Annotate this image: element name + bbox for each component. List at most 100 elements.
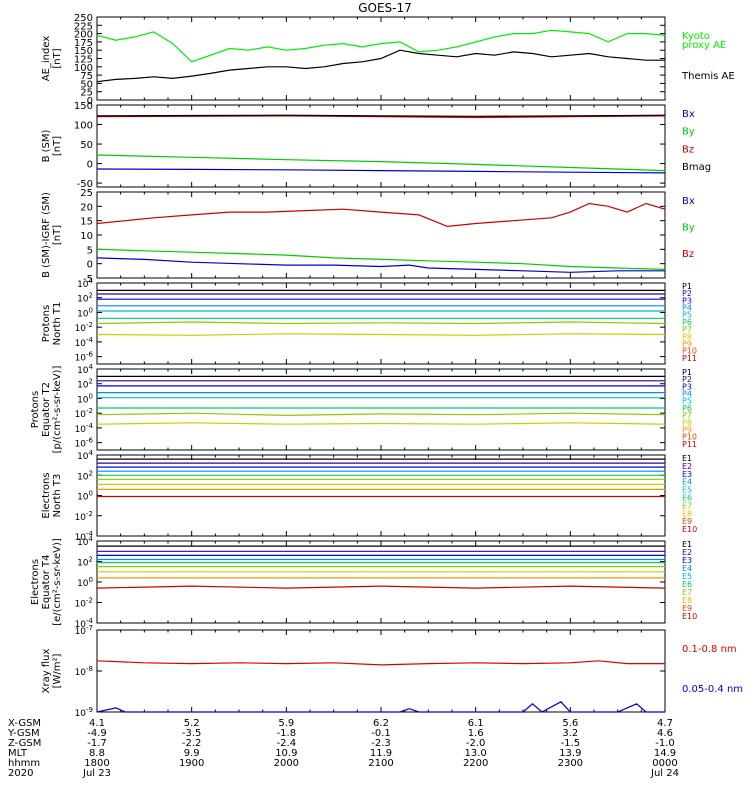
y-axis-label: Equator T2 — [41, 382, 52, 437]
y-tick-exponent: -4 — [86, 530, 94, 538]
x-axis-row-label: hhmm — [8, 758, 40, 769]
y-tick-label: 10-4 — [75, 422, 94, 435]
x-axis-value: 1900 — [179, 758, 204, 769]
x-axis-value: Jul 23 — [82, 768, 111, 779]
legend-item: P6 — [682, 404, 692, 413]
x-axis-value: -4.9 — [87, 728, 107, 739]
y-tick-label: 0 — [87, 160, 93, 171]
y-axis-label: [nT] — [52, 225, 63, 245]
legend-item: E10 — [682, 612, 697, 621]
y-tick-exponent: -8 — [86, 665, 93, 673]
plot-title: GOES-17 — [358, 1, 412, 15]
legend-item: P9 — [682, 425, 692, 434]
x-axis-value: 0000 — [652, 758, 677, 769]
series-p8 — [96, 422, 666, 425]
y-tick-label: 125 — [74, 55, 93, 66]
legend-item: P10 — [682, 347, 697, 356]
y-tick-label: 100 — [77, 392, 93, 405]
legend-item: P2 — [682, 289, 692, 298]
y-tick-exponent: 0 — [89, 490, 93, 498]
legend-item: P11 — [682, 440, 697, 449]
y-tick-exponent: 4 — [89, 363, 94, 371]
y-tick-exponent: -4 — [86, 617, 94, 625]
y-tick-label: 102 — [77, 292, 93, 305]
x-axis-value: 9.9 — [184, 748, 200, 759]
x-axis-row-label: Y-GSM — [7, 728, 40, 739]
y-tick-label: 100 — [77, 490, 93, 503]
y-axis-label: [p/(cm²-s-sr-keV)] — [52, 366, 63, 454]
series-bz — [96, 202, 666, 228]
x-axis-value: 5.2 — [184, 718, 200, 729]
y-axis-label: [nT] — [52, 136, 63, 156]
y-tick-label: 20 — [80, 202, 93, 213]
x-axis-value: 4.7 — [657, 718, 673, 729]
y-tick-label: 104 — [77, 449, 93, 462]
legend-item: 0.1-0.8 nm — [682, 644, 737, 655]
y-tick-exponent: 0 — [89, 576, 93, 584]
x-axis-value: -2.3 — [371, 738, 391, 749]
legend-item: E4 — [682, 478, 692, 487]
legend-item: E9 — [682, 517, 692, 526]
x-axis-value: 5.6 — [562, 718, 578, 729]
y-tick-exponent: -2 — [86, 321, 93, 329]
series-p7 — [96, 321, 666, 325]
y-tick-exponent: 2 — [89, 469, 93, 477]
x-axis-row-label: X-GSM — [8, 718, 41, 729]
x-axis-value: 2300 — [558, 758, 583, 769]
y-tick-label: 0 — [87, 96, 93, 107]
x-axis-value: -1.7 — [87, 738, 107, 749]
x-axis-value: 6.1 — [468, 718, 484, 729]
series-bmag — [96, 114, 666, 117]
y-tick-label: 102 — [77, 378, 93, 391]
panel-frame — [96, 629, 666, 713]
y-tick-label: -5 — [83, 274, 93, 285]
x-axis-value: 6.2 — [373, 718, 389, 729]
y-tick-label: 225 — [74, 21, 93, 32]
legend-item: Themis AE — [681, 71, 735, 82]
panel-bsm: -50 0 50 100 150 B (SM) [nT] Bx By Bz Bmag — [41, 101, 711, 190]
legend-item: P2 — [682, 375, 692, 384]
y-tick-exponent: -2 — [86, 510, 93, 518]
y-tick-label: 25 — [80, 88, 93, 99]
y-tick-label: 150 — [74, 101, 93, 112]
y-tick-label: 10-2 — [75, 321, 93, 334]
x-axis-value: 5.9 — [278, 718, 294, 729]
legend-item: E8 — [682, 596, 692, 605]
legend-item: E7 — [682, 501, 692, 510]
y-tick-exponent: 2 — [89, 292, 93, 300]
y-tick-label: 200 — [74, 30, 93, 41]
y-axis-label: Electrons — [30, 559, 41, 605]
series-themis-ae — [96, 49, 665, 83]
series-kyoto-proxy-ae — [96, 29, 666, 63]
legend-item: 0.05-0.4 nm — [682, 684, 743, 695]
y-tick-label: 10-6 — [75, 437, 94, 450]
legend-item: Bz — [682, 249, 694, 260]
x-axis-row-label: 2020 — [8, 768, 33, 779]
series-0-05-0-4-nm — [96, 701, 665, 713]
y-tick-exponent: 4 — [89, 277, 94, 285]
y-tick-exponent: -2 — [86, 597, 93, 605]
y-axis-label: AE_index — [41, 36, 52, 82]
series-bx — [96, 257, 665, 273]
y-axis-label: B (SM)-IGRF (SM) — [41, 192, 52, 278]
series-e9 — [96, 585, 666, 589]
legend-item: P3 — [682, 382, 692, 391]
y-axis-label: North T1 — [52, 302, 63, 346]
y-tick-label: 0 — [87, 260, 93, 271]
y-tick-exponent: -6 — [86, 437, 94, 445]
x-axis-row-label: MLT — [8, 748, 28, 759]
x-axis-value: -0.1 — [371, 728, 391, 739]
x-axis-value: 13.0 — [465, 748, 487, 759]
legend-item: P8 — [682, 418, 692, 427]
y-tick-label: 100 — [74, 121, 93, 132]
y-axis-label: North T3 — [52, 474, 63, 518]
legend-item: E5 — [682, 486, 692, 495]
y-axis-label: Electrons — [41, 472, 52, 518]
legend-item: E2 — [682, 462, 692, 471]
y-tick-exponent: -6 — [86, 351, 94, 359]
y-tick-label: 104 — [77, 363, 93, 376]
legend-item: E6 — [682, 580, 692, 589]
y-tick-exponent: 0 — [89, 306, 93, 314]
y-tick-label: 25 — [80, 188, 93, 199]
